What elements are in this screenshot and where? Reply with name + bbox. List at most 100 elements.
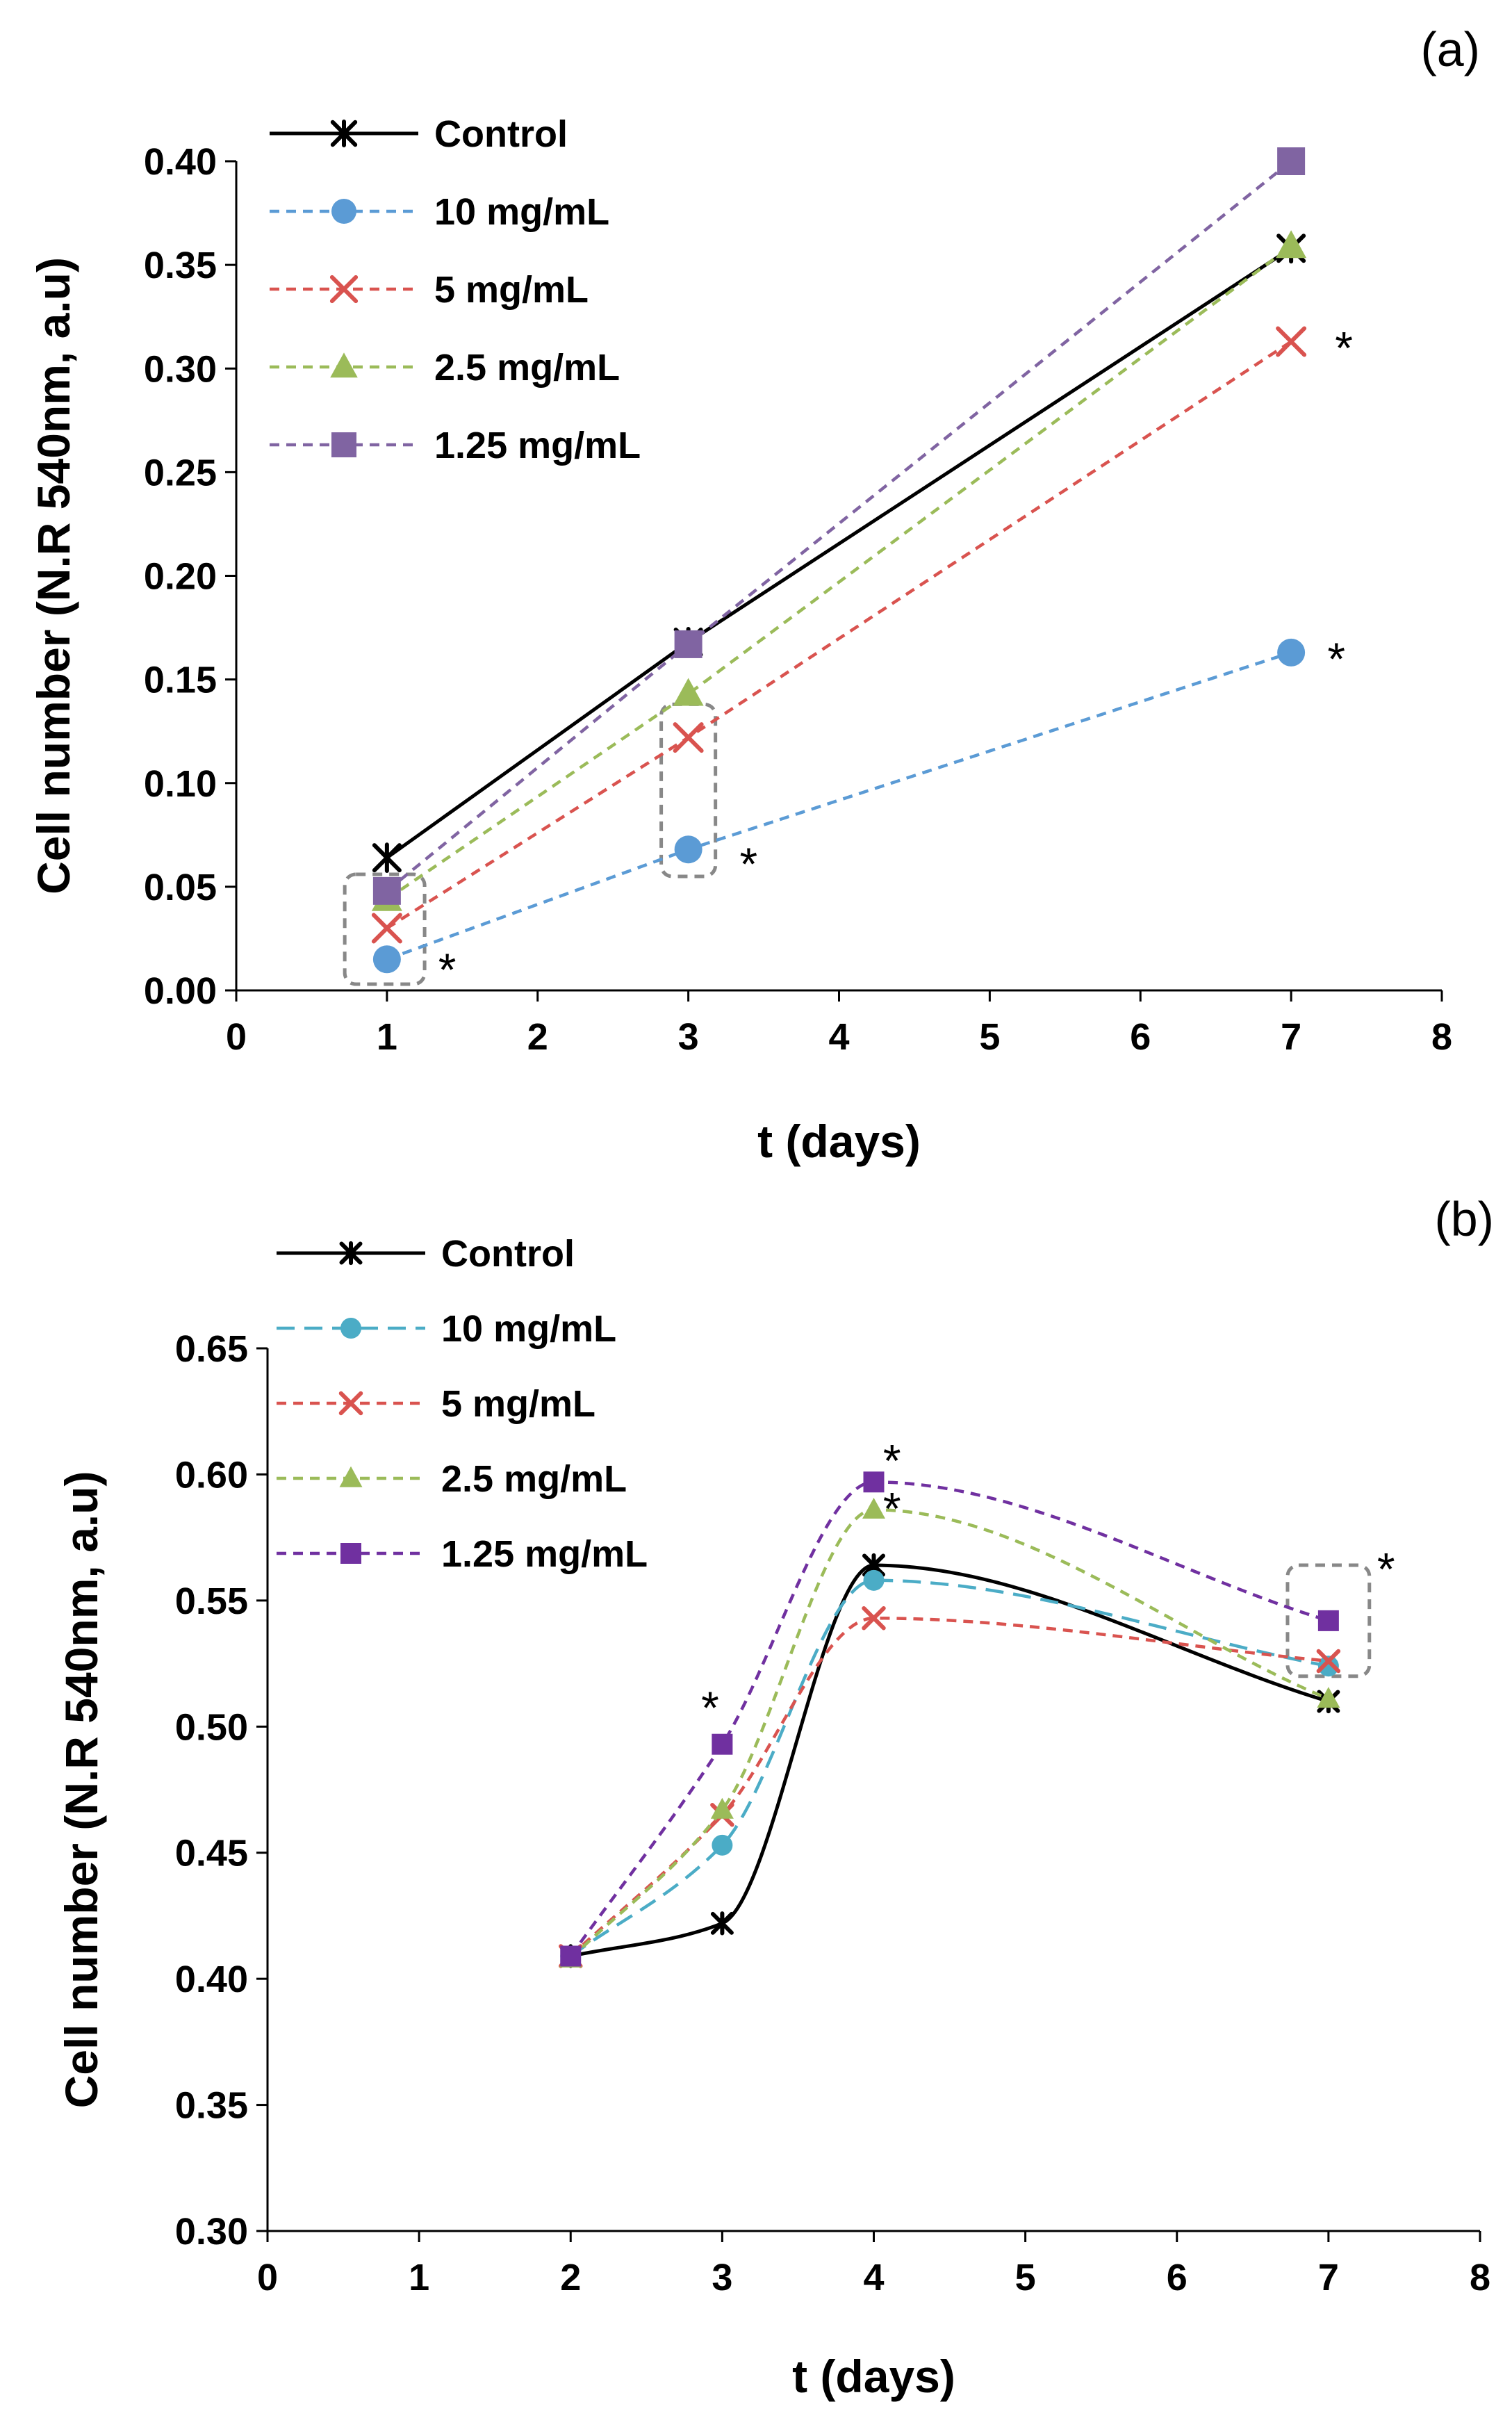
panel-label: (a) bbox=[1420, 22, 1480, 76]
x-axis-title: t (days) bbox=[757, 1116, 921, 1167]
y-tick-label: 0.65 bbox=[175, 1328, 248, 1370]
x-tick-label: 3 bbox=[712, 2257, 732, 2298]
x-tick-label: 2 bbox=[560, 2257, 581, 2298]
y-tick-label: 0.50 bbox=[175, 1706, 248, 1748]
data-point bbox=[674, 630, 702, 658]
data-point bbox=[1316, 1649, 1341, 1674]
data-point bbox=[862, 1497, 885, 1519]
data-point bbox=[673, 678, 704, 706]
significance-marker: * bbox=[1335, 322, 1353, 373]
y-tick-label: 0.40 bbox=[175, 1959, 248, 2000]
x-tick-label: 4 bbox=[863, 2257, 884, 2298]
x-tick-label: 8 bbox=[1431, 1016, 1452, 1058]
highlight-box bbox=[343, 872, 427, 986]
significance-marker: * bbox=[883, 1482, 901, 1534]
data-point bbox=[1277, 147, 1306, 175]
y-tick-label: 0.55 bbox=[175, 1580, 248, 1622]
y-tick-label: 0.00 bbox=[144, 970, 217, 1012]
data-point bbox=[862, 1606, 886, 1631]
x-tick-label: 0 bbox=[226, 1016, 247, 1058]
data-point bbox=[673, 722, 704, 753]
data-point bbox=[560, 1945, 582, 1967]
chart-panel-a: 0.00 0.05 0.10 0.15 0.20 0.25 0.30 0.35 0.40 0 1 2 3… bbox=[28, 22, 1480, 1167]
y-tick-label: 0.35 bbox=[144, 245, 217, 286]
legend-label: 5 mg/mL bbox=[434, 269, 589, 311]
legend-label: Control bbox=[434, 113, 568, 155]
significance-marker: * bbox=[701, 1682, 719, 1733]
highlight-box bbox=[1285, 1563, 1372, 1678]
significance-marker: * bbox=[438, 944, 457, 995]
legend-marker bbox=[331, 432, 356, 457]
data-point bbox=[1317, 1610, 1339, 1631]
significance-marker: * bbox=[1327, 633, 1345, 685]
series-line-3 bbox=[386, 245, 1292, 901]
legend-label: 1.25 mg/mL bbox=[441, 1533, 648, 1575]
data-point bbox=[372, 945, 401, 974]
series-line-0 bbox=[570, 1563, 1329, 1958]
y-tick-label: 0.20 bbox=[144, 556, 217, 598]
x-tick-label: 4 bbox=[828, 1016, 849, 1058]
data-point bbox=[1317, 1687, 1340, 1708]
data-point bbox=[372, 842, 402, 874]
series-line-3 bbox=[569, 1507, 1329, 1960]
x-tick-label: 5 bbox=[1015, 2257, 1036, 2298]
legend-label: 10 mg/mL bbox=[441, 1308, 616, 1350]
legend-marker bbox=[330, 352, 358, 378]
y-tick-label: 0.05 bbox=[144, 867, 217, 908]
data-point bbox=[712, 1834, 733, 1856]
y-tick-label: 0.60 bbox=[175, 1454, 248, 1496]
series-line-1 bbox=[569, 1578, 1329, 1958]
data-point bbox=[1276, 326, 1307, 357]
legend-label: 2.5 mg/mL bbox=[441, 1458, 627, 1500]
legend-marker bbox=[339, 1241, 363, 1266]
legend-marker bbox=[338, 1391, 363, 1416]
y-tick-label: 0.15 bbox=[144, 660, 217, 701]
legend-label: 5 mg/mL bbox=[441, 1383, 595, 1425]
y-tick-label: 0.35 bbox=[175, 2085, 248, 2127]
significance-marker: * bbox=[1377, 1543, 1395, 1594]
data-point bbox=[710, 1797, 734, 1819]
x-tick-label: 7 bbox=[1281, 1016, 1301, 1058]
legend-marker bbox=[329, 275, 359, 304]
x-tick-label: 6 bbox=[1167, 2257, 1188, 2298]
legend-label: 10 mg/mL bbox=[434, 191, 609, 233]
data-point bbox=[371, 913, 402, 944]
y-axis-title: Cell number (N.R 540nm, a.u) bbox=[28, 257, 79, 894]
legend-label: 1.25 mg/mL bbox=[434, 425, 641, 466]
x-tick-label: 1 bbox=[409, 2257, 429, 2298]
y-tick-label: 0.10 bbox=[144, 763, 217, 805]
y-tick-label: 0.40 bbox=[144, 141, 217, 183]
chart-panel-b: 0.30 0.35 0.40 0.45 0.50 0.55 0.60 0.65 0 1 2 3 4 5 6 7… bbox=[56, 1192, 1494, 2402]
y-tick-label: 0.30 bbox=[144, 348, 217, 390]
x-tick-label: 6 bbox=[1130, 1016, 1151, 1058]
legend-marker bbox=[340, 1318, 361, 1339]
data-point bbox=[372, 876, 401, 905]
x-tick-label: 2 bbox=[527, 1016, 548, 1058]
series-line-4 bbox=[569, 1480, 1329, 1957]
data-point bbox=[674, 835, 702, 864]
data-point bbox=[863, 1569, 885, 1591]
legend-label: 2.5 mg/mL bbox=[434, 347, 620, 389]
data-point bbox=[863, 1471, 885, 1493]
x-tick-label: 3 bbox=[678, 1016, 699, 1058]
x-tick-label: 1 bbox=[377, 1016, 397, 1058]
legend-marker bbox=[340, 1543, 361, 1564]
legend-label: Control bbox=[441, 1233, 575, 1275]
data-point bbox=[1276, 230, 1307, 259]
x-tick-label: 7 bbox=[1318, 2257, 1339, 2298]
highlight-box bbox=[659, 702, 718, 879]
y-axis-title: Cell number (N.R 540nm, a.u) bbox=[56, 1471, 107, 2109]
data-point bbox=[712, 1733, 733, 1755]
panel-label: (b) bbox=[1434, 1192, 1494, 1246]
y-tick-label: 0.25 bbox=[144, 452, 217, 493]
data-point bbox=[710, 1911, 734, 1936]
x-tick-label: 0 bbox=[257, 2257, 278, 2298]
significance-marker: * bbox=[740, 838, 758, 890]
legend-marker bbox=[330, 119, 358, 148]
significance-marker: * bbox=[883, 1435, 901, 1486]
x-axis-title: t (days) bbox=[792, 2351, 955, 2402]
legend-marker bbox=[339, 1466, 363, 1487]
data-point bbox=[1317, 1656, 1339, 1677]
y-tick-label: 0.45 bbox=[175, 1833, 248, 1874]
